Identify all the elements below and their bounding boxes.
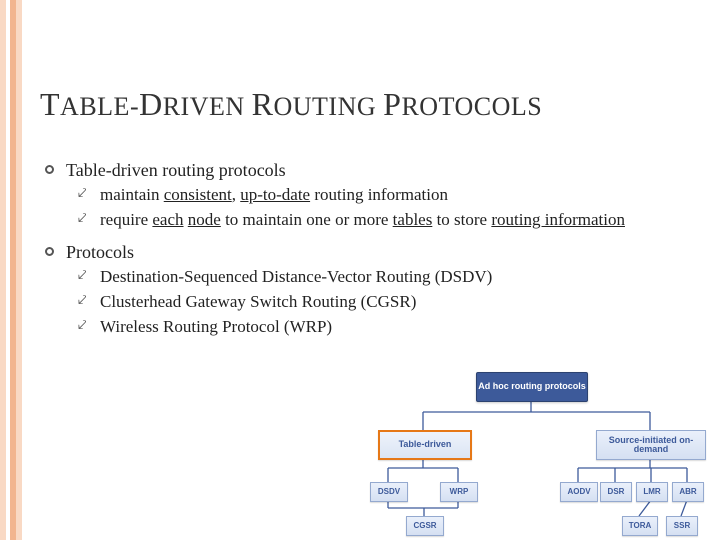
tree-node-source-initiated: Source-initiated on-demand (596, 430, 706, 460)
ring-bullet-icon (44, 158, 66, 182)
sub-bullet-item: ⤦ require each node to maintain one or m… (78, 209, 684, 232)
routing-protocols-tree: Ad hoc routing protocols Table-driven So… (360, 372, 710, 532)
arrow-bullet-icon: ⤦ (78, 266, 100, 289)
arrow-bullet-icon: ⤦ (78, 184, 100, 207)
tree-leaf-dsr: DSR (600, 482, 632, 502)
sub-bullet-item: ⤦ Destination-Sequenced Distance-Vector … (78, 266, 684, 289)
slide-body: Table-driven routing protocols ⤦ maintai… (44, 150, 684, 339)
tree-leaf-lmr: LMR (636, 482, 668, 502)
tree-leaf-ssr: SSR (666, 516, 698, 536)
tree-leaf-abr: ABR (672, 482, 704, 502)
bullet-text: Table-driven routing protocols (66, 158, 684, 182)
sub-bullet-item: ⤦ Clusterhead Gateway Switch Routing (CG… (78, 291, 684, 314)
tree-leaf-tora: TORA (622, 516, 658, 536)
tree-root-node: Ad hoc routing protocols (476, 372, 588, 402)
sub-bullet-item: ⤦ maintain consistent, up-to-date routin… (78, 184, 684, 207)
arrow-bullet-icon: ⤦ (78, 291, 100, 314)
slide-title: TABLE-DRIVEN ROUTING PROTOCOLS (40, 86, 542, 123)
bullet-text: Protocols (66, 240, 684, 264)
tree-leaf-wrp: WRP (440, 482, 478, 502)
arrow-bullet-icon: ⤦ (78, 316, 100, 339)
sub-bullet-text: Destination-Sequenced Distance-Vector Ro… (100, 266, 684, 289)
tree-node-table-driven: Table-driven (378, 430, 472, 460)
tree-leaf-dsdv: DSDV (370, 482, 408, 502)
sub-bullet-item: ⤦ Wireless Routing Protocol (WRP) (78, 316, 684, 339)
sub-bullet-text: maintain consistent, up-to-date routing … (100, 184, 684, 207)
bullet-item: Table-driven routing protocols (44, 158, 684, 182)
bullet-item: Protocols (44, 240, 684, 264)
sub-bullet-text: require each node to maintain one or mor… (100, 209, 684, 232)
arrow-bullet-icon: ⤦ (78, 209, 100, 232)
tree-leaf-cgsr: CGSR (406, 516, 444, 536)
ring-bullet-icon (44, 240, 66, 264)
tree-leaf-aodv: AODV (560, 482, 598, 502)
sub-bullet-text: Clusterhead Gateway Switch Routing (CGSR… (100, 291, 684, 314)
sub-bullet-text: Wireless Routing Protocol (WRP) (100, 316, 684, 339)
